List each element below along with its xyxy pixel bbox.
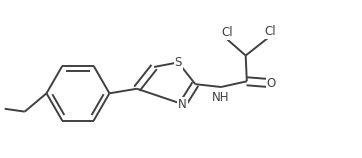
Text: NH: NH [212,91,230,104]
Text: Cl: Cl [222,26,233,39]
Text: S: S [174,56,182,69]
Text: O: O [267,76,276,89]
Text: N: N [217,91,226,104]
Text: Cl: Cl [264,25,275,38]
Text: N: N [178,98,187,111]
